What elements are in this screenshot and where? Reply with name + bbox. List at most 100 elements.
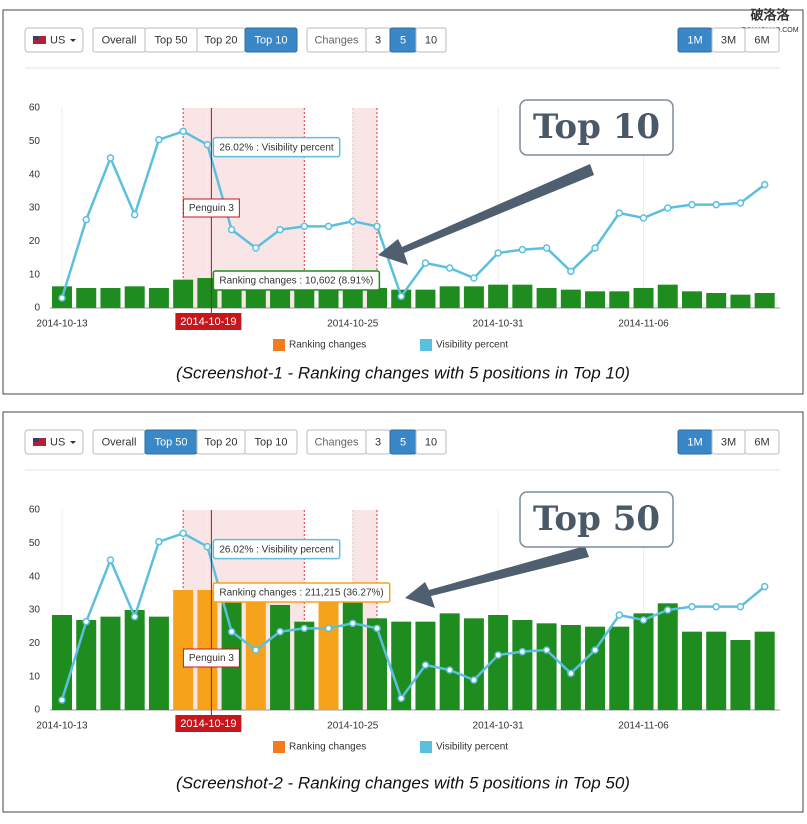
bar (294, 286, 315, 308)
button-label[interactable]: Changes (314, 34, 359, 46)
y-tick-label: 10 (29, 671, 41, 682)
toolbar-button[interactable] (244, 429, 298, 455)
bar (318, 286, 339, 308)
button-label[interactable]: Top 20 (204, 436, 237, 448)
legend-swatch[interactable] (273, 741, 285, 753)
line-point (736, 199, 745, 207)
y-tick-label: 60 (29, 505, 41, 516)
bar (657, 284, 678, 308)
line-point (130, 612, 139, 621)
y-tick-label: 30 (29, 203, 41, 214)
y-tick-label: 40 (29, 169, 41, 180)
legend-swatch[interactable] (420, 741, 432, 753)
bar (706, 631, 727, 710)
button-label[interactable]: 5 (400, 34, 406, 46)
bar (439, 286, 460, 308)
country-dropdown[interactable] (24, 27, 84, 53)
bar (463, 618, 484, 710)
button-label[interactable]: 3M (721, 34, 736, 46)
button-label[interactable]: Overall (102, 436, 137, 448)
toolbar-button[interactable] (415, 27, 447, 53)
line-point (712, 602, 720, 611)
event-date-label: 2014-10-19 (180, 718, 236, 730)
button-label[interactable]: 10 (425, 34, 437, 46)
country-label[interactable]: US (50, 34, 65, 46)
button-label[interactable]: 1M (687, 436, 702, 448)
event-date-box (175, 715, 242, 732)
button-label[interactable]: Top 50 (154, 436, 187, 448)
button-label[interactable]: 6M (754, 436, 769, 448)
button-label[interactable]: Top 10 (254, 436, 287, 448)
tooltip-text: Ranking changes : 10,602 (8.91%) (219, 276, 373, 287)
toolbar-button[interactable] (415, 429, 447, 455)
country-dropdown[interactable] (24, 429, 84, 455)
bar (633, 288, 654, 308)
bar (76, 288, 97, 308)
line-point (639, 214, 648, 222)
line-point (179, 127, 187, 136)
event-box (182, 198, 240, 218)
line-point (82, 215, 90, 224)
button-label[interactable]: 3 (375, 436, 381, 448)
y-tick-label: 20 (29, 638, 41, 649)
y-tick-label: 50 (29, 538, 41, 549)
line-point (130, 210, 139, 219)
line-point (712, 200, 720, 209)
button-label[interactable]: Top 10 (254, 34, 287, 46)
bar (585, 291, 606, 308)
line-point (397, 292, 405, 301)
legend-label[interactable]: Visibility percent (436, 742, 508, 753)
panel-frame (2, 411, 804, 813)
tooltip-box (212, 270, 381, 291)
button-label[interactable]: 3 (375, 34, 381, 46)
line-point (106, 556, 115, 564)
legend-swatch[interactable] (273, 339, 285, 351)
toolbar-button[interactable] (744, 27, 780, 53)
line-point (58, 294, 66, 302)
button-label[interactable]: 3M (721, 436, 736, 448)
button-label[interactable]: 6M (754, 34, 769, 46)
line-point (470, 676, 478, 684)
legend-swatch[interactable] (420, 339, 432, 351)
bar (342, 600, 363, 710)
x-tick-label: 2014-10-25 (327, 319, 379, 330)
line-point (494, 249, 502, 257)
bar (391, 621, 412, 710)
line-point (349, 217, 357, 226)
callout-text: Top 10 (533, 107, 660, 147)
line-point (664, 204, 672, 212)
legend-label[interactable]: Ranking changes (289, 340, 366, 351)
legend-label[interactable]: Visibility percent (436, 340, 508, 351)
caption: (Screenshot-2 - Ranking changes with 5 p… (176, 773, 630, 792)
button-label[interactable]: 5 (400, 436, 406, 448)
button-label[interactable]: Changes (314, 436, 359, 448)
watermark-name: 破洛洛 (750, 8, 790, 24)
bar (124, 610, 145, 710)
flag-canton (33, 36, 39, 40)
button-label[interactable]: 1M (687, 34, 702, 46)
bar (609, 626, 630, 710)
toolbar-button[interactable] (744, 429, 780, 455)
line-point (639, 616, 648, 624)
line-point (567, 267, 575, 276)
toolbar-button[interactable] (244, 27, 298, 53)
line-point (349, 619, 357, 628)
tooltip-box (212, 136, 341, 158)
button-label[interactable]: Top 50 (154, 34, 187, 46)
legend-label[interactable]: Ranking changes (289, 742, 366, 753)
button-label[interactable]: Top 20 (204, 34, 237, 46)
line-point (591, 646, 599, 654)
bar (560, 625, 581, 710)
line-point (591, 244, 599, 252)
x-tick-label: 2014-10-31 (473, 721, 525, 732)
button-label[interactable]: 10 (425, 436, 437, 448)
y-tick-label: 0 (34, 705, 40, 716)
y-tick-label: 60 (29, 103, 41, 114)
line-point (300, 222, 309, 231)
country-label[interactable]: US (50, 436, 65, 448)
bar (100, 288, 121, 308)
line-point (470, 274, 478, 282)
bar (536, 623, 557, 710)
button-label[interactable]: Overall (102, 34, 137, 46)
